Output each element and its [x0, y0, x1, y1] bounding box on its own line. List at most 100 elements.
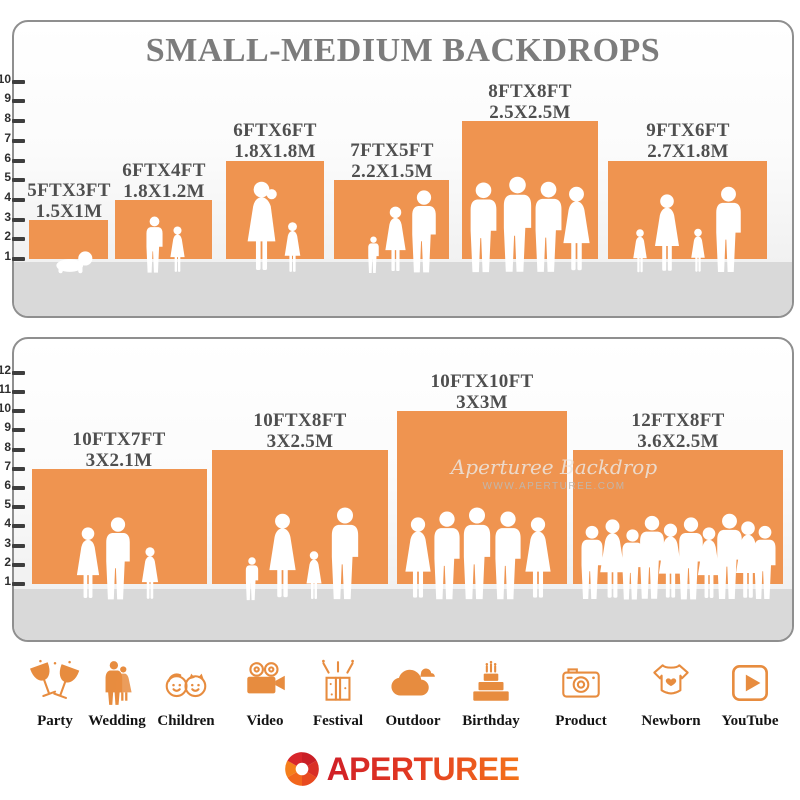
ruler-tick — [12, 505, 25, 509]
festival-icon — [322, 659, 354, 701]
backdrop-label: 9FTX6FT 2.7X1.8M — [603, 120, 773, 162]
ruler-tick — [12, 159, 25, 163]
ruler-tick — [12, 218, 25, 222]
ruler-tick — [12, 119, 25, 123]
category-newborn: Newborn — [636, 658, 706, 730]
size-m: 1.8X1.8M — [234, 141, 316, 162]
size-m: 3X2.5M — [266, 431, 334, 452]
ruler-tick — [12, 544, 25, 548]
ruler-tick — [12, 524, 25, 528]
person-silhouette — [243, 557, 261, 601]
ruler-number: 7 — [4, 459, 11, 473]
ruler-number: 5 — [4, 170, 11, 184]
person-silhouette — [243, 181, 280, 274]
ruler-tick — [12, 139, 25, 143]
person-silhouette — [521, 517, 555, 601]
ruler-number: 8 — [4, 440, 11, 454]
size-m: 2.2X1.5M — [351, 161, 433, 182]
ruler-number: 4 — [4, 190, 11, 204]
size-m: 1.5X1M — [35, 201, 103, 222]
outdoor-icon — [391, 668, 435, 696]
youtube-icon — [732, 665, 768, 701]
size-m: 3.6X2.5M — [637, 431, 719, 452]
person-silhouette — [407, 190, 441, 274]
ruler-tick — [12, 448, 25, 452]
person-silhouette — [559, 186, 594, 274]
ruler-tick — [12, 371, 25, 375]
ruler-number: 10 — [0, 401, 11, 415]
category-label: Video — [246, 713, 284, 729]
backdrop-10x8 — [212, 450, 388, 584]
ruler-tick — [12, 486, 25, 490]
backdrop-label: 10FTX8FT 3X2.5M — [215, 410, 385, 452]
size-m: 1.8X1.2M — [123, 181, 205, 202]
backdrop-label: 10FTX7FT 3X2.1M — [34, 429, 204, 471]
category-label: Outdoor — [385, 713, 441, 729]
category-product: Product — [546, 658, 616, 730]
birthday-icon — [473, 660, 509, 701]
person-silhouette — [265, 513, 300, 601]
ruler-tick — [12, 80, 25, 84]
panel1-background — [14, 22, 792, 316]
person-silhouette — [631, 229, 649, 274]
size-ft: 12FTX8FT — [631, 410, 725, 431]
person-silhouette — [689, 228, 707, 274]
category-festival: Festival — [303, 658, 373, 730]
ruler-number: 5 — [4, 497, 11, 511]
product-icon — [562, 668, 600, 698]
brand-name: APERTUREE — [326, 750, 520, 787]
backdrop-label: 6FTX4FT 1.8X1.2M — [79, 160, 249, 202]
size-m: 2.7X1.8M — [647, 141, 729, 162]
ruler-tick — [12, 257, 25, 261]
size-ft: 6FTX6FT — [233, 120, 317, 141]
person-silhouette — [326, 507, 364, 601]
category-youtube: YouTube — [715, 658, 785, 730]
category-label: Festival — [313, 713, 363, 729]
ruler-tick — [12, 467, 25, 471]
ruler-number: 4 — [4, 516, 11, 530]
ruler-number: 3 — [4, 210, 11, 224]
category-children: Children — [151, 658, 221, 730]
category-row: Party Wedding — [0, 658, 800, 750]
ruler-tick — [12, 237, 25, 241]
aperture-icon — [284, 752, 319, 786]
size-m: 3X2.1M — [85, 450, 153, 471]
person-silhouette — [282, 222, 303, 274]
party-icon — [30, 659, 80, 699]
backdrop-label: 10FTX10FT 3X3M — [397, 371, 567, 413]
ruler-tick — [12, 198, 25, 202]
ruler-number: 6 — [4, 478, 11, 492]
person-silhouette — [52, 250, 96, 274]
ruler-number: 1 — [4, 574, 11, 588]
backdrop-label: 7FTX5FT 2.2X1.5M — [307, 140, 477, 182]
category-label: Wedding — [88, 713, 146, 729]
panel1-floor — [14, 262, 792, 316]
size-ft: 9FTX6FT — [646, 120, 730, 141]
person-silhouette — [651, 194, 683, 274]
backdrop-label: 5FTX3FT 1.5X1M — [0, 180, 154, 222]
ruler-number: 8 — [4, 111, 11, 125]
size-ft: 10FTX10FT — [430, 371, 534, 392]
size-ft: 10FTX8FT — [253, 410, 347, 431]
ruler-tick — [12, 178, 25, 182]
size-ft: 10FTX7FT — [72, 429, 166, 450]
panel2-background — [14, 339, 792, 640]
person-silhouette — [143, 216, 166, 274]
ruler-tick — [12, 409, 25, 413]
backdrop-label: 8FTX8FT 2.5X2.5M — [445, 81, 615, 123]
ruler-tick — [12, 428, 25, 432]
page-title: SMALL-MEDIUM BACKDROPS — [145, 32, 661, 69]
person-silhouette — [304, 551, 324, 601]
person-silhouette — [101, 517, 135, 601]
person-silhouette — [168, 226, 187, 274]
person-silhouette — [711, 186, 746, 274]
video-icon — [247, 662, 285, 694]
backdrop-6x6 — [226, 161, 324, 259]
category-wedding: Wedding — [82, 658, 152, 730]
size-ft: 7FTX5FT — [350, 140, 434, 161]
category-label: Children — [157, 713, 215, 729]
category-label: Birthday — [462, 713, 520, 729]
ruler-number: 7 — [4, 131, 11, 145]
backdrop-5x3 — [29, 220, 108, 259]
category-birthday: Birthday — [456, 658, 526, 730]
